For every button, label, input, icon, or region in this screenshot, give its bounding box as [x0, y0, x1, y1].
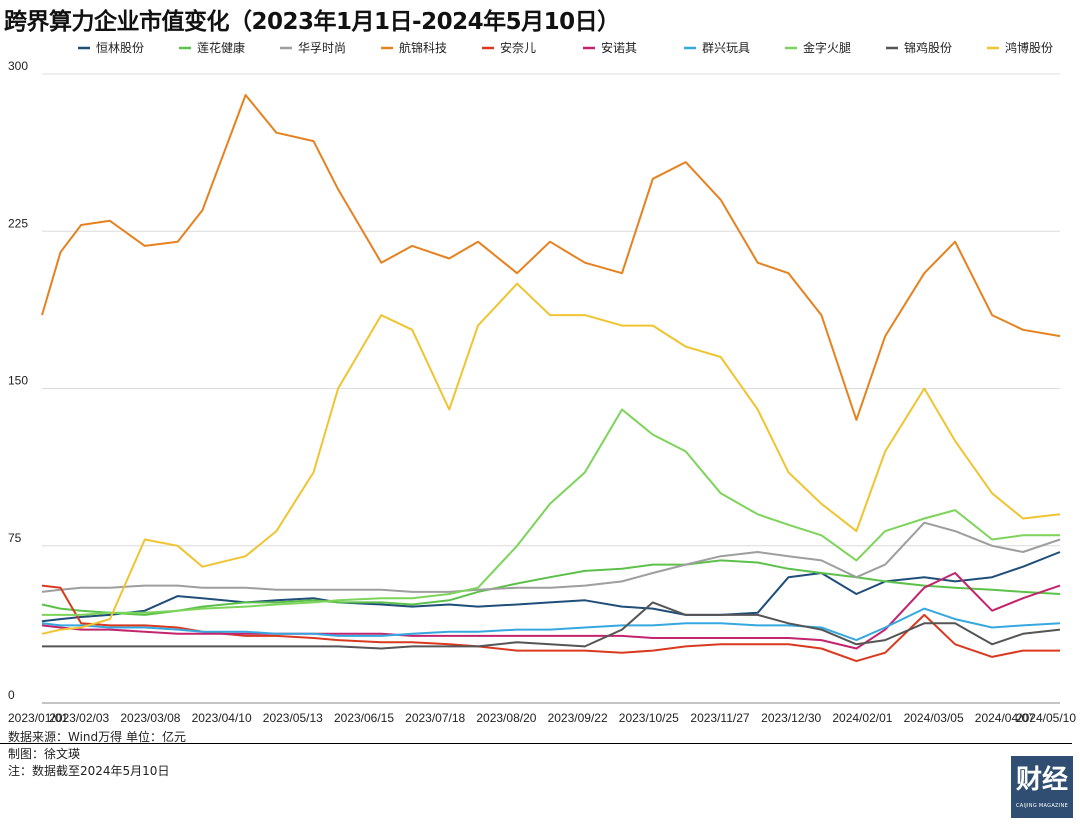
series-line — [41, 607, 1061, 642]
legend-label: 恒林股份 — [96, 41, 144, 55]
series-lines — [41, 94, 1061, 663]
legend-label: 安诺其 — [601, 40, 637, 55]
y-tick-label: 300 — [8, 59, 28, 73]
x-tick-label: 2023/05/13 — [263, 711, 323, 725]
legend-label: 鸿博股份 — [1005, 40, 1053, 55]
x-tick-label: 2024/04/07 — [975, 711, 1035, 725]
x-tick-label: 2023/03/08 — [120, 711, 180, 725]
y-axis: 0 75 150 225 300 — [8, 59, 28, 702]
legend-label: 安奈儿 — [500, 40, 536, 55]
legend-label: 华孚时尚 — [298, 41, 346, 55]
x-tick-label: 2023/11/27 — [690, 711, 749, 725]
caijing-logo: 财经 CAIJING MAGAZINE — [1011, 756, 1073, 818]
source-note: 数据来源：Wind万得 单位：亿元 — [8, 730, 186, 744]
x-tick-label: 2023/09/22 — [548, 711, 608, 725]
series-line — [41, 584, 1060, 663]
y-tick-label: 225 — [8, 216, 28, 230]
x-tick-label: 2023/08/20 — [476, 711, 536, 725]
x-tick-label: 2023/06/15 — [334, 711, 394, 725]
x-tick-label: 2023/12/30 — [761, 711, 821, 725]
legend-label: 航锦科技 — [399, 40, 447, 55]
footnotes: 数据来源：Wind万得 单位：亿元 制图：徐文瑛 注：数据截至2024年5月10… — [0, 729, 1072, 780]
x-tick-label: 2024/02/01 — [832, 711, 892, 725]
data-note: 注：数据截至2024年5月10日 — [8, 764, 170, 778]
x-tick-label: 2023/07/18 — [405, 711, 465, 725]
legend: 恒林股份 莲花健康 华孚时尚 航锦科技 安奈儿 安诺其 群兴玩具 金字火腿 锦鸡股份 鸿博股份 — [78, 40, 1053, 55]
logo-text: 财经 — [1015, 765, 1068, 795]
series-line — [41, 551, 1061, 623]
legend-label: 群兴玩具 — [702, 41, 750, 55]
series-line — [41, 282, 1061, 635]
series-line — [41, 572, 1061, 650]
x-tick-label: 2023/10/25 — [619, 711, 679, 725]
logo-subtext: CAIJING MAGAZINE — [1015, 803, 1069, 809]
legend-label: 莲花健康 — [197, 40, 245, 55]
x-tick-label: 2024/03/05 — [904, 711, 964, 725]
legend-label: 锦鸡股份 — [904, 40, 952, 55]
series-line — [42, 601, 1061, 650]
y-tick-label: 150 — [8, 374, 28, 388]
y-tick-label: 75 — [8, 531, 22, 545]
x-tick-label: 2023/04/10 — [192, 711, 252, 725]
legend-label: 金字火腿 — [803, 40, 851, 55]
y-tick-label: 0 — [8, 688, 15, 702]
x-tick-label: 2023/02/03 — [49, 711, 109, 725]
maker-note: 制图：徐文瑛 — [8, 747, 81, 761]
series-line — [41, 521, 1061, 593]
grid-lines — [42, 73, 1060, 704]
chart-title: 跨界算力企业市值变化（2023年1月1日-2024年5月10日） — [4, 9, 620, 35]
x-tick-label: 2024/05/10 — [1016, 711, 1076, 725]
series-line — [42, 408, 1060, 616]
x-tick-label: 2023/01/01 — [8, 711, 68, 725]
divider — [0, 743, 1072, 744]
series-line — [41, 94, 1061, 421]
